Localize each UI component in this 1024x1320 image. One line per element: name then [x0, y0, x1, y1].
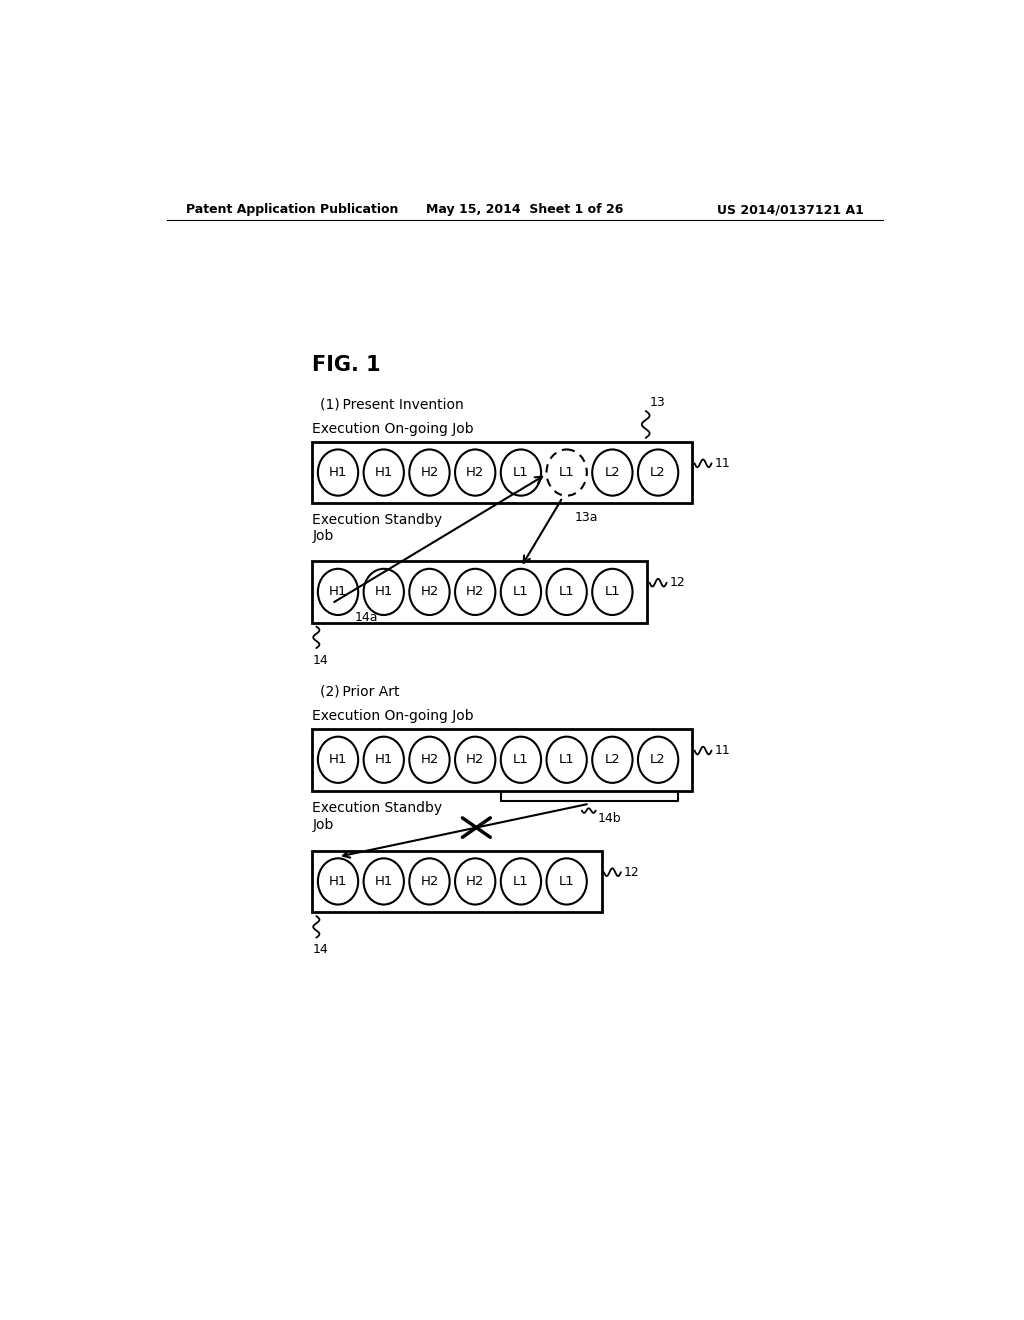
Ellipse shape	[317, 569, 358, 615]
Text: H2: H2	[466, 466, 484, 479]
Text: L1: L1	[513, 466, 528, 479]
Text: Execution On-going Job: Execution On-going Job	[312, 422, 474, 436]
Text: US 2014/0137121 A1: US 2014/0137121 A1	[718, 203, 864, 216]
Text: L1: L1	[559, 754, 574, 767]
Bar	[312, 729, 692, 791]
Text: L1: L1	[559, 585, 574, 598]
Text: 12: 12	[624, 866, 640, 879]
Text: 11: 11	[715, 457, 730, 470]
Text: Execution Standby
Job: Execution Standby Job	[312, 801, 442, 832]
Ellipse shape	[455, 449, 496, 496]
Text: 14a: 14a	[355, 611, 379, 624]
Text: 14: 14	[312, 653, 329, 667]
Bar	[312, 850, 601, 912]
Text: H1: H1	[329, 585, 347, 598]
Text: H2: H2	[420, 466, 438, 479]
Bar	[312, 561, 647, 623]
Text: H2: H2	[420, 875, 438, 888]
Ellipse shape	[317, 737, 358, 783]
Text: Patent Application Publication: Patent Application Publication	[186, 203, 398, 216]
Text: 14: 14	[312, 942, 329, 956]
Ellipse shape	[364, 858, 403, 904]
Text: H2: H2	[466, 585, 484, 598]
Text: L1: L1	[513, 754, 528, 767]
Ellipse shape	[501, 449, 541, 496]
Text: L1: L1	[604, 585, 621, 598]
Text: (1) Present Invention: (1) Present Invention	[321, 397, 464, 411]
Text: H1: H1	[329, 466, 347, 479]
Ellipse shape	[547, 858, 587, 904]
Text: H1: H1	[329, 875, 347, 888]
Ellipse shape	[455, 858, 496, 904]
Text: H2: H2	[466, 875, 484, 888]
Text: L2: L2	[604, 754, 621, 767]
Ellipse shape	[592, 737, 633, 783]
Text: Execution Standby
Job: Execution Standby Job	[312, 512, 442, 543]
Ellipse shape	[455, 737, 496, 783]
Ellipse shape	[455, 569, 496, 615]
Ellipse shape	[501, 569, 541, 615]
Ellipse shape	[501, 858, 541, 904]
Text: L2: L2	[650, 754, 666, 767]
Text: H2: H2	[466, 754, 484, 767]
Text: 13: 13	[649, 396, 666, 409]
Text: 12: 12	[670, 576, 685, 589]
Text: L2: L2	[604, 466, 621, 479]
Ellipse shape	[410, 737, 450, 783]
Text: H1: H1	[329, 754, 347, 767]
Ellipse shape	[317, 858, 358, 904]
Text: L1: L1	[559, 875, 574, 888]
Text: H2: H2	[420, 754, 438, 767]
Ellipse shape	[547, 449, 587, 496]
Text: L2: L2	[650, 466, 666, 479]
Text: H1: H1	[375, 466, 393, 479]
Text: H2: H2	[420, 585, 438, 598]
Ellipse shape	[547, 569, 587, 615]
Ellipse shape	[317, 449, 358, 496]
Text: H1: H1	[375, 754, 393, 767]
Text: 13a: 13a	[574, 511, 598, 524]
Text: (2) Prior Art: (2) Prior Art	[321, 684, 399, 698]
Text: 11: 11	[715, 744, 730, 758]
Ellipse shape	[501, 737, 541, 783]
Text: H1: H1	[375, 585, 393, 598]
Text: Execution On-going Job: Execution On-going Job	[312, 709, 474, 723]
Ellipse shape	[410, 858, 450, 904]
Ellipse shape	[364, 449, 403, 496]
Ellipse shape	[364, 737, 403, 783]
Ellipse shape	[410, 449, 450, 496]
Text: FIG. 1: FIG. 1	[312, 355, 381, 375]
Ellipse shape	[547, 737, 587, 783]
Text: L1: L1	[513, 875, 528, 888]
Ellipse shape	[638, 449, 678, 496]
Text: L1: L1	[513, 585, 528, 598]
Bar	[312, 442, 692, 503]
Text: L1: L1	[559, 466, 574, 479]
Ellipse shape	[410, 569, 450, 615]
Ellipse shape	[592, 569, 633, 615]
Text: 14b: 14b	[597, 812, 621, 825]
Text: May 15, 2014  Sheet 1 of 26: May 15, 2014 Sheet 1 of 26	[426, 203, 624, 216]
Ellipse shape	[638, 737, 678, 783]
Text: H1: H1	[375, 875, 393, 888]
Ellipse shape	[592, 449, 633, 496]
Ellipse shape	[364, 569, 403, 615]
